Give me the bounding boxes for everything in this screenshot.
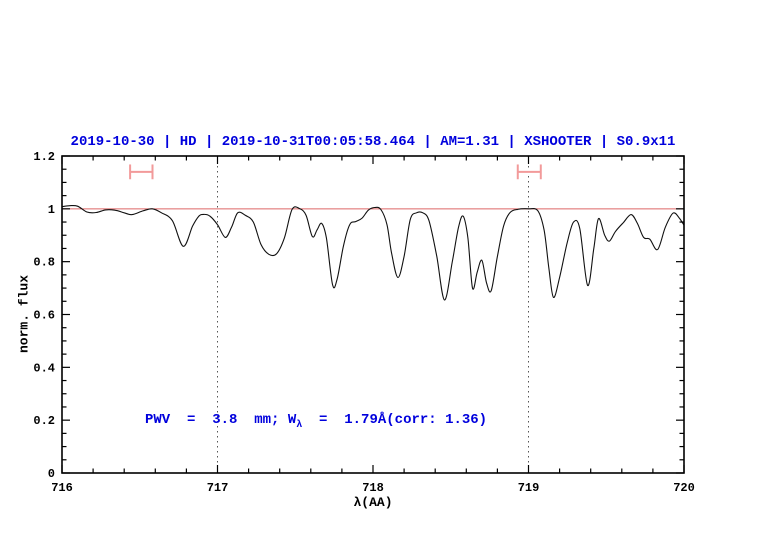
x-axis-label: λ(AA) — [353, 495, 393, 510]
x-tick-label: 717 — [207, 481, 229, 495]
y-tick-label: 0 — [48, 467, 55, 481]
x-tick-label: 718 — [362, 481, 384, 495]
pwv-annotation: PWV = 3.8 mm; Wλ = 1.79Å(corr: 1.36) — [145, 412, 487, 431]
y-tick-label: 1 — [48, 203, 55, 217]
pwv-annotation-post: = 1.79Å(corr: 1.36) — [302, 412, 488, 428]
plot-title: 2019-10-30 | HD | 2019-10-31T00:05:58.46… — [70, 134, 676, 150]
y-tick-label: 0.2 — [33, 414, 55, 428]
y-tick-label: 0.8 — [33, 256, 55, 270]
x-tick-label: 719 — [518, 481, 540, 495]
y-tick-label: 1.2 — [33, 150, 55, 164]
pwv-annotation-pre: PWV = 3.8 mm; W — [145, 412, 297, 428]
y-tick-label: 0.4 — [33, 361, 55, 375]
y-tick-label: 0.6 — [33, 309, 55, 323]
pwv-annotation-sub: λ — [296, 419, 303, 431]
x-tick-label: 720 — [673, 481, 695, 495]
x-tick-label: 716 — [51, 481, 73, 495]
spectrum-line — [61, 204, 685, 301]
